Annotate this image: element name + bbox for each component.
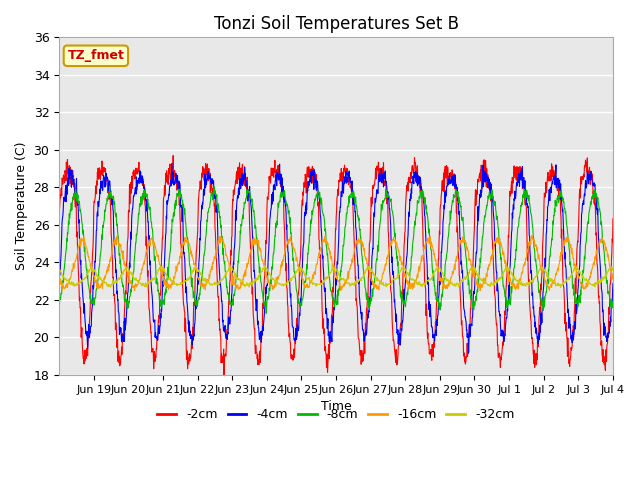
-32cm xyxy=(609,265,617,271)
-8cm xyxy=(312,196,319,202)
-32cm xyxy=(261,263,269,268)
-2cm xyxy=(603,359,611,364)
-8cm xyxy=(609,300,617,305)
Y-axis label: Soil Temperature (C): Soil Temperature (C) xyxy=(15,142,28,270)
-4cm xyxy=(465,349,472,355)
-2cm xyxy=(142,224,150,230)
-4cm xyxy=(467,322,475,328)
Line: -4cm: -4cm xyxy=(59,164,613,352)
-16cm xyxy=(548,280,556,286)
-2cm xyxy=(170,153,177,158)
-32cm xyxy=(467,267,475,273)
-16cm xyxy=(312,272,319,277)
-8cm xyxy=(106,184,113,190)
-16cm xyxy=(142,248,150,254)
-4cm xyxy=(322,311,330,317)
-16cm xyxy=(528,233,536,239)
-16cm xyxy=(603,247,611,252)
-16cm xyxy=(322,240,330,246)
-2cm xyxy=(55,213,63,218)
-32cm xyxy=(55,265,63,271)
-4cm xyxy=(276,161,284,167)
-2cm xyxy=(312,185,319,191)
-32cm xyxy=(312,281,319,287)
Line: -16cm: -16cm xyxy=(59,236,613,291)
-8cm xyxy=(323,242,330,248)
Line: -32cm: -32cm xyxy=(59,265,613,288)
-4cm xyxy=(55,283,63,288)
-8cm xyxy=(55,301,63,307)
-8cm xyxy=(142,192,150,197)
-4cm xyxy=(548,179,556,184)
Legend: -2cm, -4cm, -8cm, -16cm, -32cm: -2cm, -4cm, -8cm, -16cm, -32cm xyxy=(152,403,520,426)
-8cm xyxy=(467,296,475,302)
-32cm xyxy=(603,272,611,278)
Text: TZ_fmet: TZ_fmet xyxy=(67,49,124,62)
-4cm xyxy=(142,197,150,203)
-32cm xyxy=(557,285,564,290)
-4cm xyxy=(312,180,319,185)
-2cm xyxy=(609,216,617,222)
-32cm xyxy=(548,277,556,283)
-32cm xyxy=(322,276,330,282)
-4cm xyxy=(603,334,611,339)
-8cm xyxy=(262,311,270,316)
-8cm xyxy=(548,233,556,239)
-32cm xyxy=(142,282,150,288)
-2cm xyxy=(467,293,475,299)
-2cm xyxy=(220,372,228,378)
-2cm xyxy=(323,352,330,358)
Line: -2cm: -2cm xyxy=(59,156,613,375)
Line: -8cm: -8cm xyxy=(59,187,613,313)
-16cm xyxy=(55,275,63,281)
-16cm xyxy=(609,274,617,280)
-4cm xyxy=(609,281,617,287)
-2cm xyxy=(548,164,556,169)
X-axis label: Time: Time xyxy=(321,400,351,413)
Title: Tonzi Soil Temperatures Set B: Tonzi Soil Temperatures Set B xyxy=(214,15,458,33)
-8cm xyxy=(603,279,611,285)
-16cm xyxy=(467,258,475,264)
-16cm xyxy=(131,288,138,294)
